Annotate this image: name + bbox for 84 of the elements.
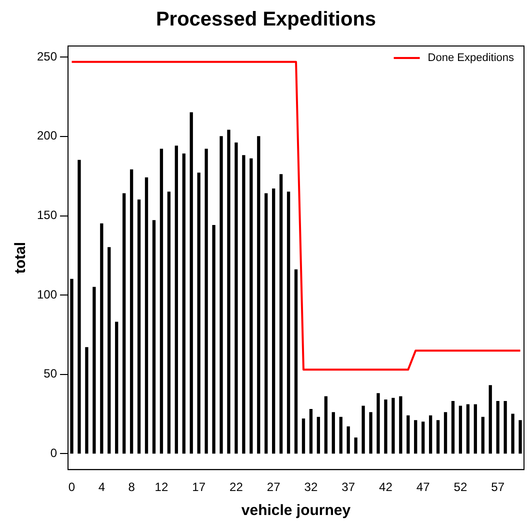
bar	[414, 420, 418, 454]
bar	[286, 192, 290, 454]
x-tick-label: 4	[98, 480, 106, 494]
x-tick-label: 47	[416, 480, 430, 494]
legend-label: Done Expeditions	[428, 52, 514, 64]
x-tick-label: 52	[454, 480, 468, 494]
bar	[362, 406, 365, 454]
bar	[92, 286, 96, 454]
bar	[511, 414, 514, 454]
bar	[474, 404, 477, 454]
bar	[354, 438, 358, 454]
bar	[257, 136, 260, 454]
bar	[466, 404, 470, 454]
bar	[160, 148, 164, 454]
bar	[272, 188, 276, 454]
bar	[115, 322, 118, 454]
y-tick-label: 100	[36, 287, 58, 302]
bar	[100, 223, 104, 454]
bar	[324, 396, 328, 454]
bar	[294, 269, 298, 454]
bar	[220, 136, 223, 454]
bar	[384, 399, 388, 454]
bar	[78, 160, 81, 454]
bar	[167, 192, 171, 454]
bar	[250, 158, 253, 454]
bar	[406, 415, 410, 454]
bar	[346, 426, 350, 454]
bar	[481, 416, 484, 454]
y-tick-label: 150	[36, 208, 58, 222]
bar	[174, 146, 178, 454]
bar	[234, 142, 238, 454]
x-tick-label: 37	[342, 480, 356, 494]
bar	[504, 401, 507, 454]
x-tick-label: 57	[491, 480, 505, 494]
y-axis-title: total	[12, 242, 30, 274]
y-tick-label: 250	[36, 49, 58, 64]
bar	[496, 401, 500, 454]
bar	[376, 393, 380, 454]
bar	[422, 422, 425, 454]
bar	[316, 416, 320, 454]
bar	[85, 347, 88, 454]
bar	[488, 385, 492, 454]
bar	[309, 408, 313, 454]
bar	[144, 177, 148, 454]
bar	[369, 412, 372, 454]
x-tick-label: 22	[230, 480, 244, 494]
bar	[130, 169, 134, 454]
bar	[458, 406, 462, 454]
bar	[339, 416, 342, 454]
bar	[197, 172, 200, 454]
bar	[279, 174, 283, 454]
bar	[302, 418, 306, 454]
bar	[242, 155, 246, 454]
x-tick-label: 42	[379, 480, 393, 494]
bar	[190, 112, 193, 454]
bar	[428, 415, 432, 454]
x-tick-label: 17	[192, 480, 206, 494]
x-axis-title: vehicle journey	[241, 502, 352, 520]
bar	[122, 193, 126, 454]
bar	[444, 412, 448, 454]
bar	[108, 247, 111, 454]
bar	[204, 148, 208, 454]
x-tick-label: 12	[154, 480, 168, 494]
y-tick-label: 50	[44, 366, 58, 381]
x-tick-label: 27	[266, 480, 281, 494]
bar	[212, 224, 216, 454]
bar	[518, 420, 522, 454]
bar	[436, 420, 440, 454]
y-tick-label: 0	[50, 446, 58, 460]
bar	[392, 398, 395, 454]
bar	[70, 278, 74, 454]
bar	[264, 193, 268, 454]
bar	[182, 154, 186, 454]
bar	[152, 220, 156, 454]
chart-title: Processed Expeditions	[156, 8, 376, 31]
bar	[332, 412, 335, 454]
bar	[227, 130, 230, 454]
y-tick-label: 200	[36, 128, 58, 143]
x-tick-label: 0	[68, 480, 76, 494]
bar	[137, 200, 141, 454]
bar	[399, 396, 402, 454]
bar	[451, 401, 455, 454]
x-tick-label: 8	[128, 480, 136, 494]
x-tick-label: 32	[304, 480, 318, 494]
